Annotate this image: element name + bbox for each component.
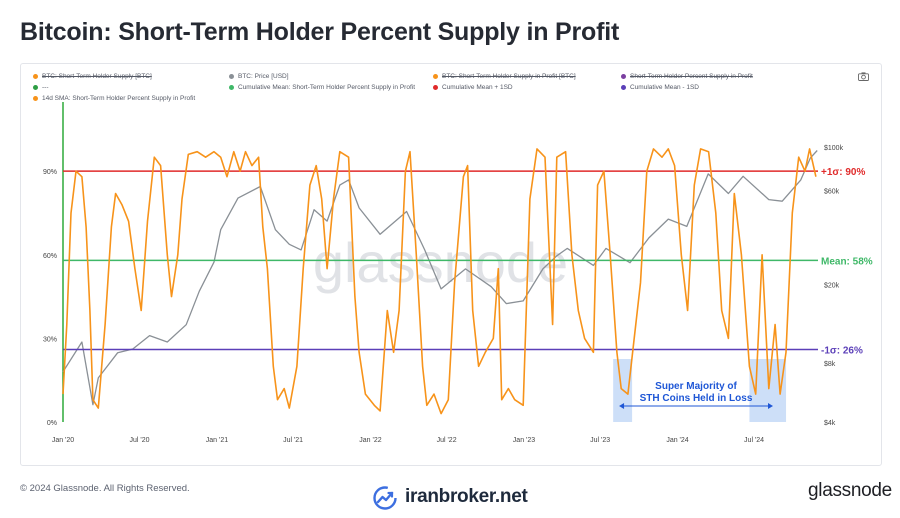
legend-label: Cumulative Mean + 1SD (442, 84, 513, 91)
reference-label: +1σ: 90% (821, 167, 865, 178)
annotation-arrowhead-right (767, 403, 773, 409)
legend-label: --- (42, 84, 49, 91)
legend-item[interactable]: BTC: Short-Term Holder Supply in Profit … (433, 73, 576, 80)
series-sth-line (62, 148, 817, 415)
chart-svg: glassnode +1σ: 90% Mean: 58% -1σ: 26% 0% 30% 6… (43, 102, 873, 444)
legend-swatch (229, 74, 234, 79)
x-tick: Jul '22 (437, 437, 457, 444)
brand-logo: glassnode (808, 480, 892, 501)
legend-item[interactable]: BTC: Short-Term Holder Supply [BTC] (33, 73, 152, 80)
reference-label: -1σ: 26% (821, 346, 863, 357)
chart-logo-icon (373, 486, 397, 510)
legend-swatch (621, 85, 626, 90)
x-tick: Jan '24 (666, 437, 688, 444)
legend-swatch (433, 85, 438, 90)
x-tick: Jan '20 (52, 437, 74, 444)
y-right-tick: $100k (824, 145, 844, 152)
legend-swatch (229, 85, 234, 90)
x-tick: Jul '21 (283, 437, 303, 444)
legend-swatch (621, 74, 626, 79)
y-left-tick: 0% (47, 420, 57, 427)
legend-label: Short-Term Holder Percent Supply in Prof… (630, 73, 753, 80)
legend-item[interactable]: --- (33, 84, 49, 91)
y-right-tick: $4k (824, 420, 836, 427)
legend-swatch (33, 85, 38, 90)
x-tick: Jan '21 (206, 437, 228, 444)
legend-label: BTC: Price [USD] (238, 73, 289, 80)
annotation-arrowhead-left (619, 403, 625, 409)
annotation-text: STH Coins Held in Loss (640, 393, 753, 404)
y-left-tick: 30% (43, 336, 57, 343)
chart-watermark: glassnode (313, 231, 568, 294)
series-price-line (62, 150, 818, 406)
legend-item[interactable]: Cumulative Mean: Short-Term Holder Perce… (229, 84, 415, 91)
legend-item[interactable]: Cumulative Mean + 1SD (433, 84, 513, 91)
x-tick: Jan '22 (359, 437, 381, 444)
legend-item[interactable]: Short-Term Holder Percent Supply in Prof… (621, 73, 753, 80)
chart-legend: BTC: Short-Term Holder Supply [BTC] BTC: … (33, 70, 833, 106)
legend-swatch (33, 74, 38, 79)
legend-swatch (33, 96, 38, 101)
x-tick: Jul '20 (130, 437, 150, 444)
legend-item[interactable]: 14d SMA: Short-Term Holder Percent Suppl… (33, 95, 195, 102)
y-right-tick: $8k (824, 361, 836, 368)
camera-icon[interactable] (858, 72, 869, 81)
y-left-tick: 60% (43, 253, 57, 260)
source-site: iranbroker.net (405, 486, 528, 507)
x-tick: Jan '23 (513, 437, 535, 444)
page-title: Bitcoin: Short-Term Holder Percent Suppl… (20, 18, 620, 46)
y-right-tick: $20k (824, 283, 840, 290)
legend-label: 14d SMA: Short-Term Holder Percent Suppl… (42, 95, 196, 102)
reference-label: Mean: 58% (821, 256, 873, 267)
legend-swatch (433, 74, 438, 79)
chart-card: BTC: Short-Term Holder Supply [BTC] BTC: … (20, 63, 882, 466)
y-right-tick: $60k (824, 189, 840, 196)
legend-item[interactable]: BTC: Price [USD] (229, 73, 289, 80)
legend-item[interactable]: Cumulative Mean - 1SD (621, 84, 699, 91)
y-left-tick: 90% (43, 169, 57, 176)
annotation-text: Super Majority of (655, 381, 737, 392)
footer-copyright: © 2024 Glassnode. All Rights Reserved. (20, 483, 190, 494)
x-tick: Jul '24 (744, 437, 764, 444)
x-tick: Jul '23 (590, 437, 610, 444)
legend-label: BTC: Short-Term Holder Supply in Profit … (442, 73, 576, 80)
legend-label: Cumulative Mean: Short-Term Holder Perce… (238, 84, 416, 91)
legend-label: BTC: Short-Term Holder Supply [BTC] (42, 73, 152, 80)
legend-label: Cumulative Mean - 1SD (630, 84, 699, 91)
